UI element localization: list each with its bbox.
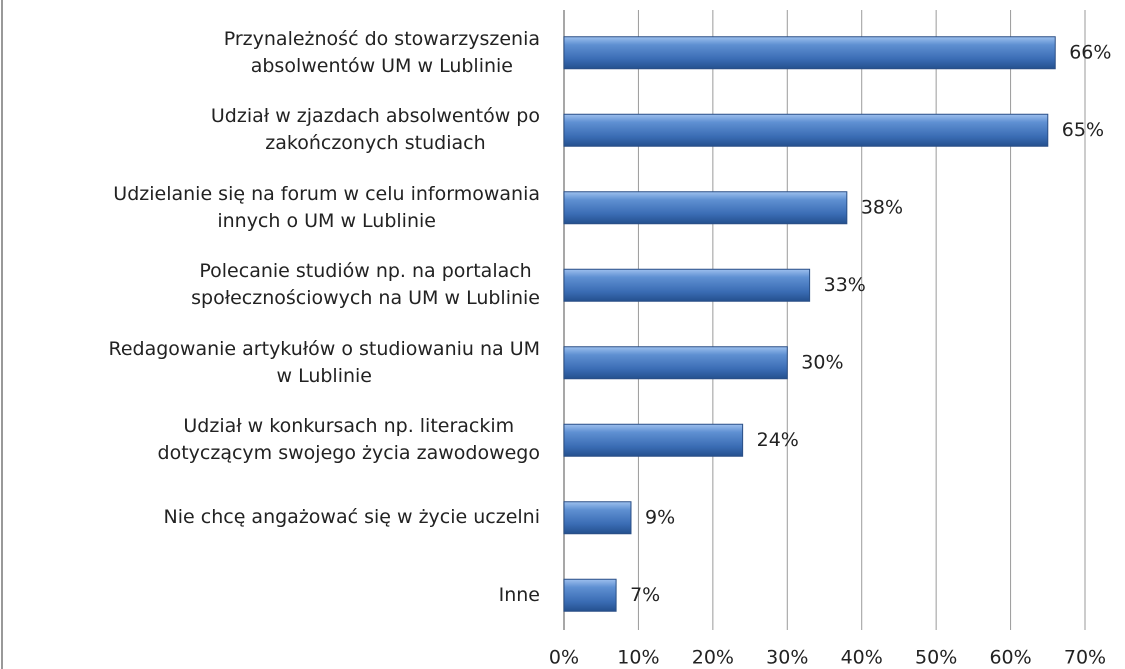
bar — [563, 423, 744, 457]
y-tick-label: Nie chcę angażować się w życie uczelni — [163, 506, 540, 529]
y-tick-label: Udział w konkursach np. literackim dotyc… — [157, 415, 540, 465]
bar — [563, 36, 1056, 70]
bar — [563, 501, 632, 535]
y-tick-label: Udzielanie się na forum w celu informowa… — [113, 182, 540, 232]
bar — [563, 346, 788, 380]
value-label: 24% — [757, 429, 799, 451]
x-tick-label: 40% — [841, 647, 883, 669]
y-tick-label: Inne — [498, 583, 540, 606]
category-label-box: Inne — [0, 565, 540, 625]
category-label-box: Udzielanie się na forum w celu informowa… — [0, 178, 540, 238]
value-label: 38% — [861, 196, 903, 218]
y-tick-label: Przynależność do stowarzyszenia absolwen… — [223, 27, 540, 77]
value-label: 7% — [630, 584, 660, 606]
category-label-box: Przynależność do stowarzyszenia absolwen… — [0, 23, 540, 83]
value-label: 66% — [1069, 41, 1111, 63]
category-label-box: Polecanie studiów np. na portalach społe… — [0, 255, 540, 315]
category-label-box: Udział w zjazdach absolwentów po zakończ… — [0, 100, 540, 160]
value-label: 33% — [824, 274, 866, 296]
x-tick-label: 60% — [989, 647, 1031, 669]
category-label-box: Udział w konkursach np. literackim dotyc… — [0, 410, 540, 470]
x-tick-label: 20% — [692, 647, 734, 669]
y-tick-label: Udział w zjazdach absolwentów po zakończ… — [210, 105, 540, 155]
value-label: 30% — [801, 351, 843, 373]
x-tick-label: 10% — [617, 647, 659, 669]
category-label-box: Nie chcę angażować się w życie uczelni — [0, 488, 540, 548]
x-tick-label: 30% — [766, 647, 808, 669]
y-tick-label: Polecanie studiów np. na portalach społe… — [191, 260, 540, 310]
bar — [563, 191, 848, 225]
value-label: 65% — [1062, 119, 1104, 141]
x-tick-label: 50% — [915, 647, 957, 669]
value-label: 9% — [645, 506, 675, 528]
bar — [563, 268, 811, 302]
x-tick-label: 0% — [549, 647, 579, 669]
bar — [563, 113, 1049, 147]
y-tick-label: Redagowanie artykułów o studiowaniu na U… — [108, 337, 541, 387]
bar — [563, 578, 617, 612]
category-label-box: Redagowanie artykułów o studiowaniu na U… — [0, 333, 541, 393]
x-tick-label: 70% — [1064, 647, 1106, 669]
